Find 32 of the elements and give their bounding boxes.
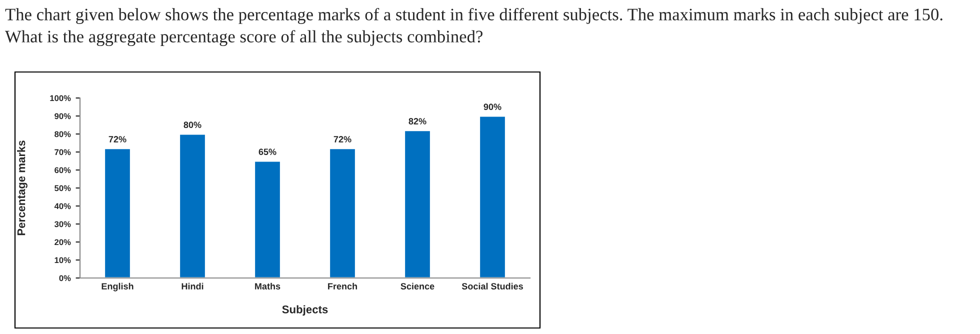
x-tick-label: Science [400,282,434,290]
x-tick-label: Hindi [182,282,204,290]
data-label: 82% [408,118,426,124]
y-tick-label: 20% [54,239,71,246]
bar [478,115,506,278]
x-axis-title: Subjects [282,305,328,316]
data-label: 80% [184,122,202,128]
data-label: 90% [484,104,502,110]
y-tick-label: 10% [54,257,71,264]
chart-title: The chart given below shows the percentage marks of a student in five different subjects. The maximum marks in each subject are 150. What is the aggregate percentage score of all the subjects combined? [5,8,942,46]
y-tick-label: 70% [54,149,71,156]
x-tick-label: English [102,282,134,292]
bar [178,133,206,278]
y-tick-label: 60% [54,167,71,174]
data-label: 72% [108,136,126,142]
data-label: 65% [258,148,276,156]
y-tick-label: 50% [54,185,71,192]
x-tick-label: Social Studies [462,282,523,290]
y-tick-label: 90% [54,113,71,120]
bar [254,160,282,278]
y-axis-title: Percentage marks [17,140,28,236]
y-tick-label: 100% [50,95,71,102]
y-tick-label: 30% [54,221,71,228]
y-tick-label: 80% [54,131,71,138]
x-tick-label: Maths [255,282,280,290]
bar [404,130,432,278]
bar [328,148,356,278]
x-tick-label: French [328,282,357,290]
y-tick-label: 40% [54,203,71,210]
y-tick-label: 0% [59,275,71,282]
bar [104,148,132,278]
data-label: 72% [334,136,352,142]
